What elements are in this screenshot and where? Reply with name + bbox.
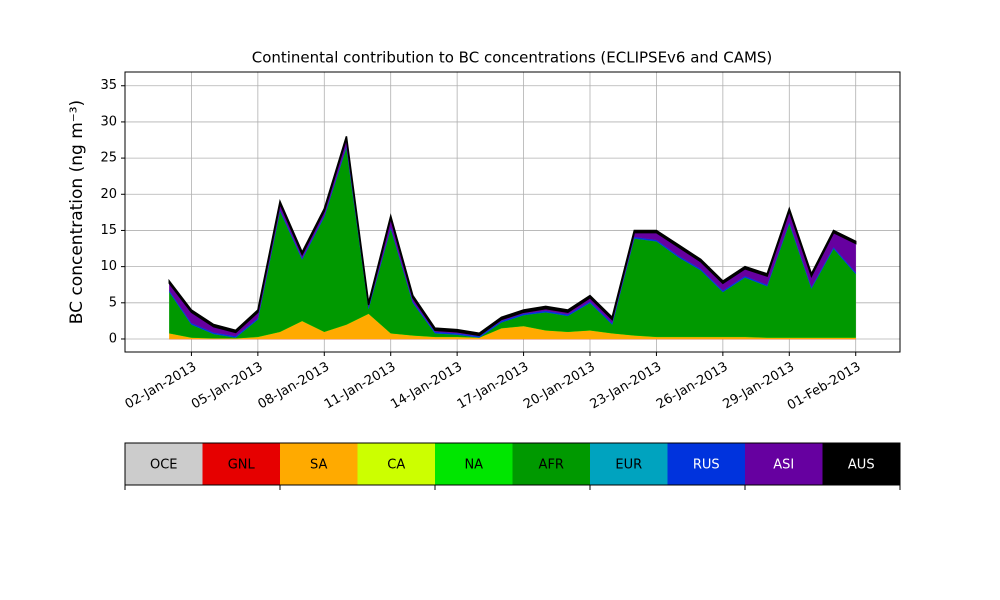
legend-swatch: [590, 443, 668, 485]
x-tick-label: 23-Jan-2013: [588, 360, 665, 413]
legend-label: CA: [387, 458, 405, 473]
x-tick-label: 14-Jan-2013: [388, 360, 465, 413]
x-tick-label: 02-Jan-2013: [123, 360, 200, 413]
x-tick-label: 05-Jan-2013: [189, 360, 266, 413]
legend-swatch: [435, 443, 513, 485]
x-tick-label: 29-Jan-2013: [720, 360, 797, 413]
legend-label: NA: [464, 458, 483, 473]
legend-swatch: [125, 443, 203, 485]
legend-label: RUS: [693, 458, 720, 473]
legend-label: OCE: [150, 458, 178, 473]
x-tick-label: 17-Jan-2013: [455, 360, 532, 413]
legend-label: ASI: [773, 458, 794, 473]
legend-swatch: [202, 443, 280, 485]
y-tick-label: 20: [100, 187, 117, 202]
legend-swatch: [745, 443, 823, 485]
y-tick-label: 10: [100, 259, 117, 274]
legend-label: SA: [310, 458, 327, 473]
legend-label: AUS: [848, 458, 875, 473]
plot-frame: [124, 71, 901, 353]
x-tick-label: 08-Jan-2013: [255, 360, 332, 413]
legend-swatch: [822, 443, 900, 485]
x-tick-label: 11-Jan-2013: [322, 360, 399, 413]
legend-frame: [124, 442, 901, 486]
legend-label: GNL: [228, 458, 256, 473]
y-tick-label: 35: [100, 78, 117, 93]
y-tick-label: 0: [109, 331, 117, 346]
legend-swatch: [357, 443, 435, 485]
y-axis-label: BC concentration (ng m⁻³): [67, 100, 87, 324]
area: [168, 136, 857, 337]
legend-label: AFR: [539, 458, 564, 473]
x-tick-label: 26-Jan-2013: [654, 360, 731, 413]
legend-swatch: [667, 443, 745, 485]
legend-swatch: [512, 443, 590, 485]
y-tick-label: 15: [100, 223, 117, 238]
x-tick-label: 20-Jan-2013: [521, 360, 598, 413]
chart-title: Continental contribution to BC concentra…: [252, 49, 773, 67]
y-tick-label: 30: [100, 114, 117, 129]
x-tick-label: 01-Feb-2013: [785, 360, 864, 414]
y-tick-label: 5: [109, 295, 117, 310]
legend-label: EUR: [615, 458, 642, 473]
y-tick-label: 25: [100, 151, 117, 166]
legend-swatch: [280, 443, 358, 485]
